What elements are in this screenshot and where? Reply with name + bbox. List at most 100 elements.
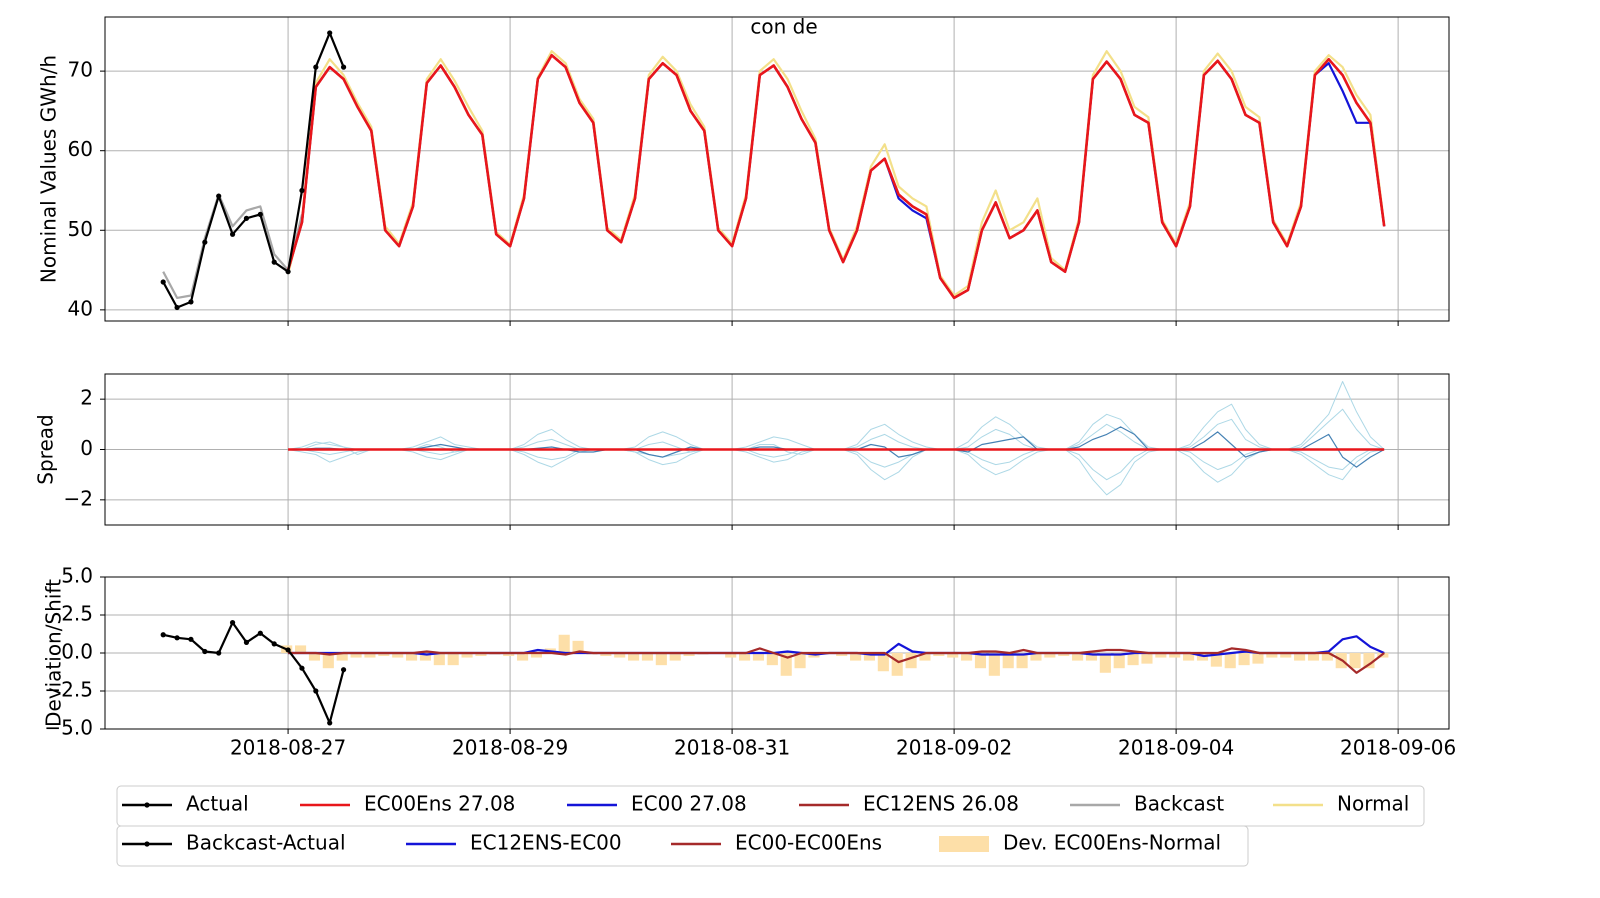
legend-label: EC00Ens 27.08 [364,792,515,816]
x-tick-label: 2018-08-29 [452,736,568,760]
marker [313,688,319,694]
bar [628,653,640,661]
legend-marker [144,802,150,808]
marker [188,299,194,305]
bar [974,653,987,669]
marker [229,620,236,626]
bar [1321,653,1333,661]
bar [641,653,654,661]
bar [1002,653,1014,669]
marker [257,630,263,636]
marker [202,648,208,655]
bar [836,653,848,657]
bar [600,653,612,657]
bar [419,653,431,661]
bar [530,653,543,658]
bar [919,653,931,661]
bar [1085,653,1098,661]
bar [905,653,917,669]
x-tick-label: 2018-09-02 [896,736,1012,760]
bar [614,653,626,658]
bar [752,653,765,661]
axes-frame [104,576,1450,730]
bar [1141,653,1153,664]
bar [392,653,404,658]
bar [891,653,903,676]
legend-marker [144,841,150,847]
bar [1224,653,1236,669]
marker [216,650,222,656]
bar [1363,653,1375,669]
plot-area [160,620,1389,726]
axes-frame [104,373,1450,526]
bar [406,653,418,661]
bar [1058,653,1070,657]
marker [243,215,250,221]
bar [433,653,445,666]
bar [572,640,584,653]
y-tick-label: −2 [64,486,93,510]
bar [1072,653,1084,661]
legend-swatch [939,836,989,852]
bar [1113,653,1125,669]
bar [447,653,459,666]
bar [961,653,973,661]
bar [1127,653,1139,666]
bar [503,653,515,657]
bar [1155,653,1167,658]
marker [285,647,291,653]
bar [739,653,751,661]
bar [517,653,529,661]
bar [322,653,334,669]
plot-area [160,30,1386,311]
bar [683,653,695,657]
marker [299,665,305,671]
x-tick-label: 2018-08-27 [230,736,346,760]
y-tick-label: 0 [80,436,93,460]
marker [327,30,333,36]
bar [1294,653,1306,661]
bar [1099,653,1111,673]
y-tick-label: 2.5 [61,602,93,626]
legend-label: Backcast-Actual [186,831,346,855]
bar [308,653,320,661]
marker [160,632,166,638]
panel: −2 0 2 Spread [34,373,1450,530]
marker [271,259,277,265]
marker [340,667,347,673]
bar [877,653,889,672]
legend-label: Normal [1337,792,1409,816]
bar [655,653,667,666]
plot-area [288,381,1385,496]
y-tick-label: 50 [68,217,93,241]
bar [1349,653,1361,669]
marker [202,239,208,245]
bar [378,653,390,657]
legend-label: Actual [186,792,249,816]
legend-label: EC12ENS-EC00 [470,831,622,855]
marker [174,635,180,641]
legend-label: EC00 27.08 [631,792,747,816]
marker [285,269,291,275]
bar [1183,653,1195,661]
marker [257,211,263,217]
legend-label: Dev. EC00Ens-Normal [1003,831,1221,855]
panel: −5.0 −2.5 0.0 2.5 5.0 2018-08-27 2018-08-29 201… [42,564,1457,760]
bar [947,653,959,658]
bar [794,653,806,669]
y-axis-label: Nominal Values GWh/h [37,55,61,283]
bar [1030,653,1042,661]
marker [271,641,277,647]
bar [669,653,681,661]
marker [243,639,250,645]
y-tick-label: 0.0 [61,640,93,664]
bar [1016,653,1028,669]
bar [1307,653,1320,661]
series-line [288,647,1385,674]
axes-frame [104,16,1450,322]
bar [295,645,307,653]
bar [1280,653,1292,658]
bar [725,653,737,658]
series-line [162,621,345,724]
